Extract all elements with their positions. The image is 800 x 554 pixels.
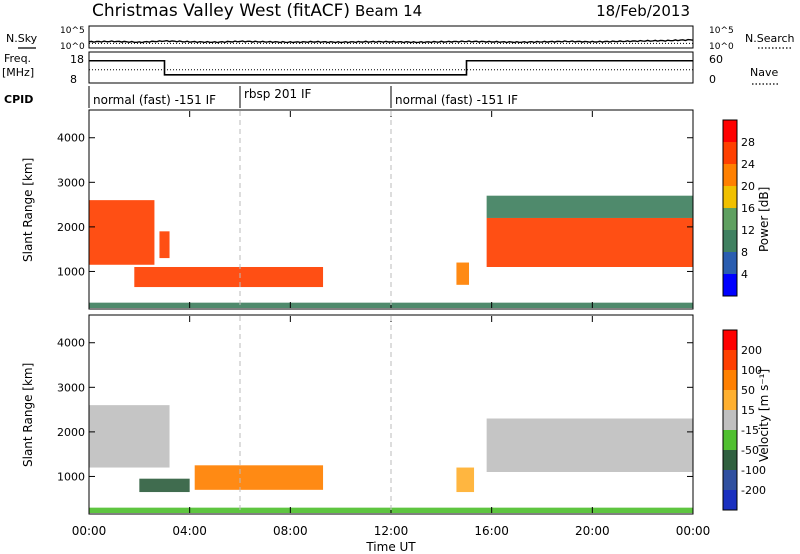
velocity-colorbar-swatch-5 bbox=[723, 390, 737, 410]
power-colorbar-label-4: 20 bbox=[741, 180, 755, 193]
power-colorbar-label-5: 24 bbox=[741, 158, 755, 171]
power-colorbar-swatch-0 bbox=[723, 274, 737, 296]
velocity-colorbar-swatch-1 bbox=[723, 470, 737, 490]
noise-tick-high-left: 10^5 bbox=[60, 26, 85, 36]
power-region-2 bbox=[134, 266, 324, 288]
velocity-range-tick-label-0: 1000 bbox=[57, 470, 85, 483]
velocity-colorbar-swatch-3 bbox=[723, 430, 737, 450]
time-tick-label-2: 08:00 bbox=[273, 524, 308, 538]
freq-unit: [MHz] bbox=[2, 66, 34, 79]
power-colorbar-label-6: 28 bbox=[741, 136, 755, 149]
velocity-colorbar-title: Velocity [m s⁻¹] bbox=[757, 369, 771, 462]
velocity-range-tick-label-2: 3000 bbox=[57, 381, 85, 394]
velocity-colorbar-label-0: 200 bbox=[741, 344, 762, 357]
beam-label: Beam 14 bbox=[355, 2, 422, 20]
velocity-colorbar: Velocity [m s⁻¹] 200 100 50 15 -15 -50 -100 -20… bbox=[722, 329, 771, 511]
velocity-region-1 bbox=[139, 478, 190, 493]
power-colorbar-swatch-6 bbox=[723, 142, 737, 164]
freq-label: Freq. bbox=[4, 52, 31, 65]
velocity-colorbar-swatch-2 bbox=[723, 450, 737, 470]
power-colorbar: Power [dB] 4 8 12 16 20 24 28 bbox=[722, 119, 771, 297]
time-tick-label-3: 12:00 bbox=[374, 524, 409, 538]
time-tick-label-4: 16:00 bbox=[474, 524, 509, 538]
power-region-4 bbox=[486, 217, 693, 267]
noise-tick-low-right: 10^0 bbox=[709, 42, 734, 52]
time-tick-label-0: 00:00 bbox=[72, 524, 107, 538]
power-region-3 bbox=[456, 262, 470, 285]
time-axis: Time UT bbox=[365, 540, 416, 554]
power-colorbar-swatch-4 bbox=[723, 186, 737, 208]
power-colorbar-swatch-7 bbox=[723, 120, 737, 142]
cpid-segment-2: rbsp 201 IF bbox=[244, 87, 311, 101]
power-range-tick-label-2: 3000 bbox=[57, 176, 85, 189]
velocity-colorbar-swatch-8 bbox=[723, 330, 737, 350]
velocity-colorbar-label-6: -100 bbox=[741, 464, 766, 477]
power-colorbar-label-1: 8 bbox=[741, 246, 748, 259]
time-tick-label-6: 00:00 bbox=[676, 524, 711, 538]
power-range-tick-label-1: 2000 bbox=[57, 221, 85, 234]
power-region-1 bbox=[159, 231, 170, 259]
time-tick-label-1: 04:00 bbox=[172, 524, 207, 538]
station-title: Christmas Valley West (fitACF) bbox=[92, 1, 350, 21]
velocity-colorbar-label-1: 100 bbox=[741, 364, 762, 377]
velocity-colorbar-swatch-4 bbox=[723, 410, 737, 430]
cpid-strip: CPID normal (fast) -151 IF rbsp 201 IF n… bbox=[4, 86, 518, 108]
nave-tick-high: 60 bbox=[709, 53, 723, 66]
freq-panel: Freq. [MHz] 18 8 60 0 Nave bbox=[2, 51, 780, 86]
power-range-tick-label-3: 4000 bbox=[57, 132, 85, 145]
date-label: 18/Feb/2013 bbox=[596, 2, 690, 20]
power-colorbar-swatch-3 bbox=[723, 208, 737, 230]
cpid-segment-1: normal (fast) -151 IF bbox=[93, 93, 216, 107]
cpid-segment-3: normal (fast) -151 IF bbox=[395, 93, 518, 107]
power-colorbar-label-0: 4 bbox=[741, 268, 748, 281]
velocity-colorbar-label-7: -200 bbox=[741, 484, 766, 497]
velocity-range-tick-label-3: 4000 bbox=[57, 337, 85, 350]
power-colorbar-label-3: 16 bbox=[741, 202, 755, 215]
freq-tick-high: 18 bbox=[70, 53, 84, 66]
velocity-colorbar-label-3: 15 bbox=[741, 404, 755, 417]
velocity-region-0 bbox=[89, 405, 170, 468]
noise-panel: N.Sky 10^5 10^0 10^5 10^0 N.Search bbox=[6, 25, 795, 52]
velocity-colorbar-label-4: -15 bbox=[741, 424, 759, 437]
nsky-series-line bbox=[88, 38, 694, 44]
power-colorbar-swatch-5 bbox=[723, 164, 737, 186]
power-colorbar-label-2: 12 bbox=[741, 224, 755, 237]
power-colorbar-frame bbox=[722, 119, 738, 297]
velocity-panel: Slant Range [km] bbox=[21, 314, 694, 515]
velocity-range-axis-label: Slant Range [km] bbox=[21, 363, 35, 467]
nsky-label: N.Sky bbox=[6, 32, 38, 45]
velocity-colorbar-swatch-6 bbox=[723, 370, 737, 390]
power-region-0 bbox=[89, 200, 155, 265]
time-axis-label: Time UT bbox=[365, 540, 416, 554]
velocity-colorbar-frame bbox=[722, 329, 738, 511]
velocity-colorbar-label-5: -50 bbox=[741, 444, 759, 457]
power-region-5 bbox=[486, 195, 693, 218]
velocity-region-2 bbox=[194, 465, 324, 490]
noise-tick-low-left: 10^0 bbox=[60, 42, 85, 52]
power-colorbar-swatch-1 bbox=[723, 252, 737, 274]
freq-tick-low: 8 bbox=[70, 73, 77, 86]
velocity-colorbar-swatch-7 bbox=[723, 350, 737, 370]
velocity-range-tick-label-1: 2000 bbox=[57, 426, 85, 439]
power-range-tick-label-0: 1000 bbox=[57, 265, 85, 278]
velocity-colorbar-label-2: 50 bbox=[741, 384, 755, 397]
velocity-region-3 bbox=[456, 467, 475, 493]
power-colorbar-swatch-2 bbox=[723, 230, 737, 252]
noise-tick-high-right: 10^5 bbox=[709, 26, 734, 36]
freq-series-line bbox=[89, 59, 693, 76]
power-panel: Slant Range [km] bbox=[21, 109, 694, 310]
nave-label: Nave bbox=[750, 66, 778, 79]
time-tick-label-5: 20:00 bbox=[575, 524, 610, 538]
power-colorbar-title: Power [dB] bbox=[757, 187, 771, 252]
nsearch-label: N.Search bbox=[745, 32, 795, 45]
velocity-colorbar-swatch-0 bbox=[723, 490, 737, 510]
velocity-region-4 bbox=[486, 418, 693, 472]
power-range-axis-label: Slant Range [km] bbox=[21, 158, 35, 262]
nave-tick-low: 0 bbox=[709, 73, 716, 86]
cpid-label: CPID bbox=[4, 93, 33, 106]
